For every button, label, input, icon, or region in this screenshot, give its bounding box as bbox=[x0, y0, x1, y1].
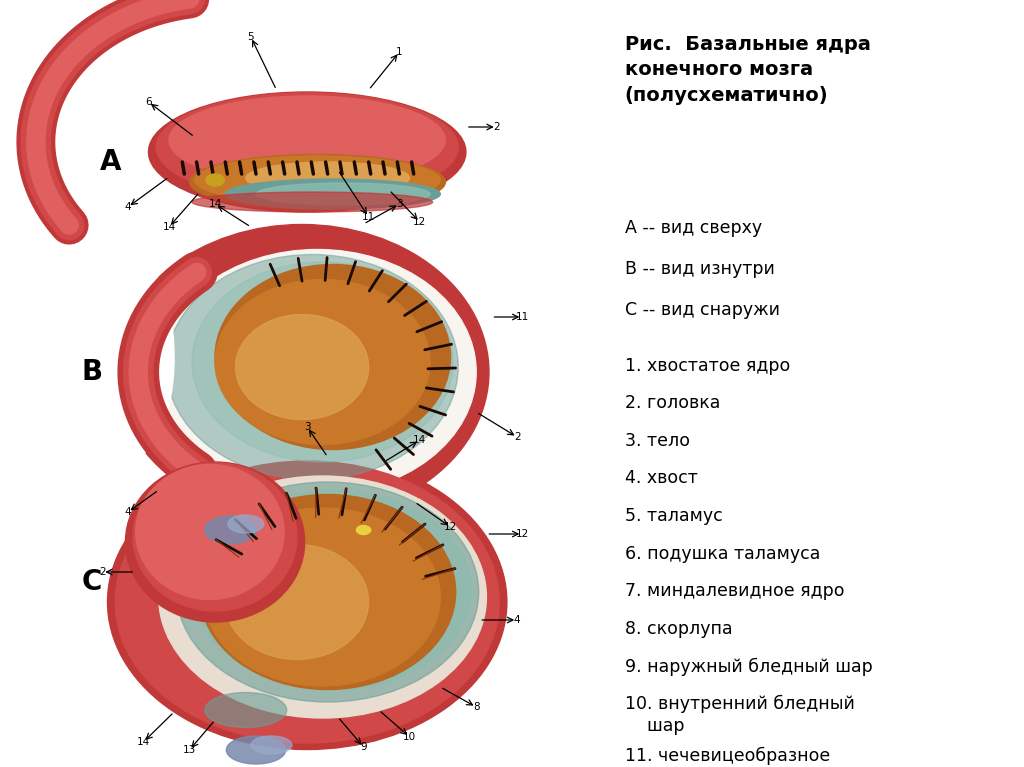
Text: А -- вид сверху: А -- вид сверху bbox=[625, 219, 762, 236]
Text: 1: 1 bbox=[396, 47, 402, 57]
Text: 13: 13 bbox=[183, 745, 196, 755]
Ellipse shape bbox=[205, 516, 256, 544]
Text: 4. хвост: 4. хвост bbox=[625, 469, 697, 487]
Ellipse shape bbox=[236, 314, 369, 420]
Text: C: C bbox=[82, 568, 102, 596]
Ellipse shape bbox=[169, 96, 445, 184]
Ellipse shape bbox=[200, 495, 456, 690]
Ellipse shape bbox=[166, 255, 459, 479]
Text: 11. чечевицеобразное
    ядро: 11. чечевицеобразное ядро bbox=[625, 747, 829, 767]
Ellipse shape bbox=[108, 455, 507, 749]
Text: 6. подушка таламуса: 6. подушка таламуса bbox=[625, 545, 820, 562]
Text: 10: 10 bbox=[403, 732, 416, 742]
Text: 12: 12 bbox=[444, 522, 457, 532]
Text: 10. внутренний бледный
    шар: 10. внутренний бледный шар bbox=[625, 695, 854, 736]
Text: 3: 3 bbox=[304, 422, 310, 432]
Text: 12: 12 bbox=[414, 217, 426, 227]
Text: 1. хвостатое ядро: 1. хвостатое ядро bbox=[625, 357, 790, 374]
Ellipse shape bbox=[125, 462, 305, 622]
Ellipse shape bbox=[195, 490, 471, 690]
Text: 14: 14 bbox=[163, 222, 175, 232]
Ellipse shape bbox=[159, 476, 486, 718]
Text: 14: 14 bbox=[209, 199, 221, 209]
Text: 4: 4 bbox=[514, 615, 520, 625]
Text: 2: 2 bbox=[99, 567, 105, 577]
Ellipse shape bbox=[148, 92, 466, 212]
Ellipse shape bbox=[92, 257, 174, 457]
Text: 7. миндалевидное ядро: 7. миндалевидное ядро bbox=[625, 582, 844, 600]
Text: 3. тело: 3. тело bbox=[625, 432, 689, 449]
Text: A: A bbox=[100, 148, 122, 176]
Text: 14: 14 bbox=[414, 435, 426, 445]
Ellipse shape bbox=[159, 249, 476, 495]
Text: С -- вид снаружи: С -- вид снаружи bbox=[625, 301, 779, 319]
Ellipse shape bbox=[193, 192, 432, 212]
Ellipse shape bbox=[193, 262, 453, 462]
Text: 8. скорлупа: 8. скорлупа bbox=[625, 620, 732, 637]
Ellipse shape bbox=[115, 461, 500, 743]
Ellipse shape bbox=[225, 545, 369, 660]
Ellipse shape bbox=[215, 265, 451, 449]
Ellipse shape bbox=[215, 279, 430, 445]
Ellipse shape bbox=[356, 525, 371, 535]
Text: 4: 4 bbox=[125, 202, 131, 212]
Ellipse shape bbox=[251, 736, 292, 754]
Text: B: B bbox=[82, 358, 103, 386]
Text: 6: 6 bbox=[145, 97, 152, 107]
Ellipse shape bbox=[195, 156, 440, 204]
Text: 14: 14 bbox=[137, 737, 150, 747]
Ellipse shape bbox=[226, 736, 286, 764]
Ellipse shape bbox=[156, 93, 459, 201]
Text: Рис.  Базальные ядра
конечного мозга
(полусхематично): Рис. Базальные ядра конечного мозга (пол… bbox=[625, 35, 870, 105]
Ellipse shape bbox=[205, 693, 287, 728]
Ellipse shape bbox=[227, 515, 264, 533]
Ellipse shape bbox=[256, 183, 430, 205]
Text: 11: 11 bbox=[516, 312, 528, 322]
Text: 9: 9 bbox=[360, 742, 367, 752]
Ellipse shape bbox=[206, 174, 224, 186]
Text: 3: 3 bbox=[396, 199, 402, 209]
Text: 2. головка: 2. головка bbox=[625, 394, 720, 412]
Ellipse shape bbox=[135, 465, 285, 600]
Text: 5. таламус: 5. таламус bbox=[625, 507, 722, 525]
Text: В -- вид изнутри: В -- вид изнутри bbox=[625, 260, 774, 278]
Text: 9. наружный бледный шар: 9. наружный бледный шар bbox=[625, 657, 872, 676]
Ellipse shape bbox=[189, 154, 445, 209]
Ellipse shape bbox=[133, 463, 297, 611]
Text: 4: 4 bbox=[125, 507, 131, 517]
Ellipse shape bbox=[177, 482, 479, 702]
Ellipse shape bbox=[115, 225, 489, 519]
Text: 11: 11 bbox=[362, 212, 375, 222]
Ellipse shape bbox=[246, 162, 410, 194]
Text: 2: 2 bbox=[494, 122, 500, 132]
Ellipse shape bbox=[205, 508, 440, 686]
Text: 5: 5 bbox=[248, 32, 254, 42]
Ellipse shape bbox=[225, 179, 440, 209]
Text: 12: 12 bbox=[516, 529, 528, 539]
Text: 8: 8 bbox=[473, 702, 479, 712]
Text: 2: 2 bbox=[514, 432, 520, 442]
